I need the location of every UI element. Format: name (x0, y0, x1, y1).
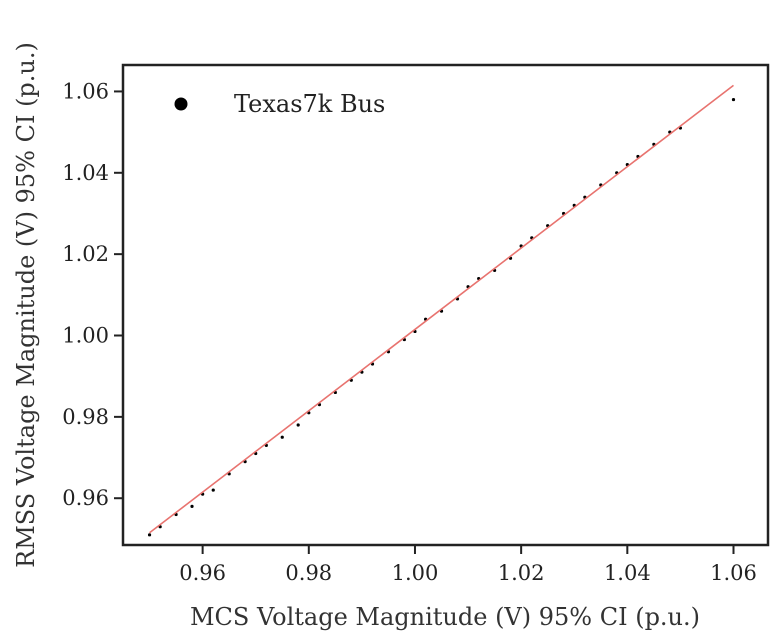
y-axis-ticks: 0.96 0.98 1.00 1.02 1.04 1.06 (62, 79, 123, 510)
x-axis-label: MCS Voltage Magnitude (V) 95% CI (p.u.) (190, 603, 700, 631)
plot-frame (121, 63, 770, 547)
data-point (731, 97, 736, 102)
y-tick-label: 1.06 (62, 79, 109, 103)
x-tick-label: 0.98 (285, 561, 332, 585)
x-tick-label: 1.06 (710, 561, 757, 585)
y-tick-label: 1.00 (62, 324, 109, 348)
identity-line-layer (149, 84, 734, 534)
data-point (147, 533, 152, 537)
x-axis-ticks: 0.96 0.98 1.00 1.02 1.04 1.06 (179, 545, 757, 585)
x-tick-label: 0.96 (179, 561, 226, 585)
legend: Texas7k Bus (174, 90, 385, 118)
identity-line (149, 84, 734, 534)
plot-background (123, 65, 768, 545)
y-axis-label: RMSS Voltage Magnitude (V) 95% CI (p.u.) (12, 42, 40, 568)
data-point (296, 423, 300, 427)
legend-label: Texas7k Bus (234, 90, 385, 118)
y-tick-label: 0.96 (62, 486, 109, 510)
data-point (280, 435, 284, 439)
x-tick-label: 1.02 (498, 561, 545, 585)
y-tick-label: 1.04 (62, 161, 109, 185)
x-tick-label: 1.00 (392, 561, 439, 585)
y-tick-label: 0.98 (62, 405, 109, 429)
data-point (190, 504, 194, 508)
y-tick-label: 1.02 (62, 242, 109, 266)
data-point (211, 488, 215, 492)
legend-marker (174, 97, 188, 111)
x-tick-label: 1.04 (604, 561, 651, 585)
